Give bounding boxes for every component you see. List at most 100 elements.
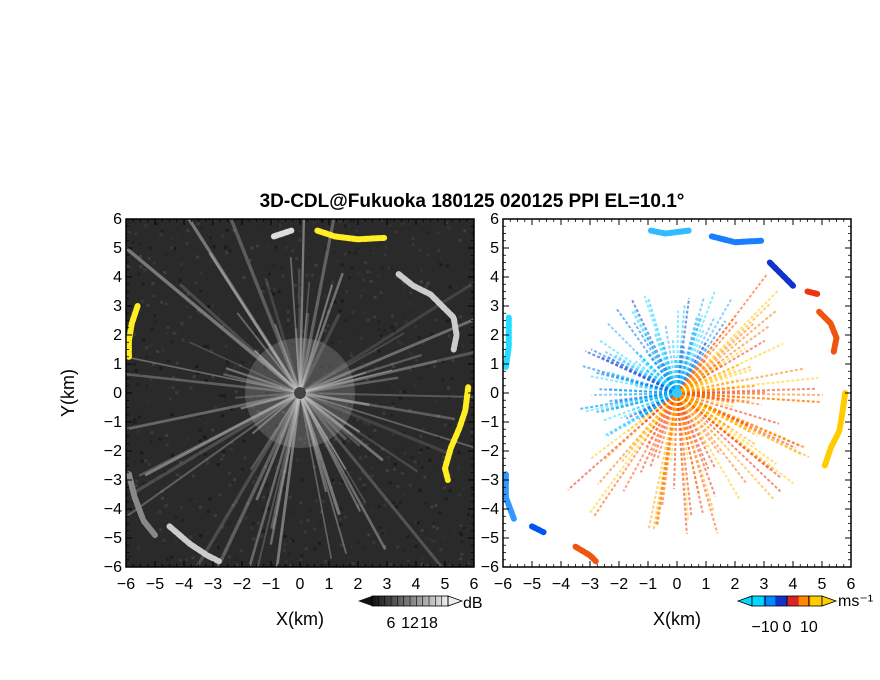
noise-speck (193, 499, 197, 503)
velocity-ray (647, 392, 678, 436)
noise-speck (160, 229, 164, 233)
x-tick-label: −5 (523, 576, 541, 593)
noise-speck (178, 558, 182, 562)
noise-speck (139, 242, 143, 246)
x-tick-label: −6 (117, 576, 135, 593)
noise-speck (349, 394, 353, 398)
y-tick-label: 3 (113, 298, 122, 315)
noise-speck (344, 224, 348, 228)
x-tick-label: 0 (673, 576, 682, 593)
noise-speck (266, 270, 270, 274)
noise-speck (364, 440, 368, 444)
noise-speck (444, 497, 448, 501)
velocity-ray (676, 392, 795, 485)
noise-speck (430, 332, 434, 336)
noise-speck (358, 477, 362, 481)
noise-speck (419, 444, 423, 448)
noise-speck (288, 495, 292, 499)
noise-speck (348, 434, 352, 438)
noise-speck (291, 539, 295, 543)
noise-speck (280, 336, 284, 340)
noise-speck (426, 365, 430, 369)
noise-speck (127, 370, 131, 374)
noise-speck (418, 488, 422, 492)
noise-speck (192, 375, 196, 379)
clutter-ray (126, 372, 301, 395)
noise-speck (143, 385, 147, 389)
noise-speck (309, 409, 313, 413)
noise-speck (223, 397, 227, 401)
noise-speck (312, 380, 316, 384)
velocity-ray (676, 392, 691, 441)
noise-speck (349, 470, 353, 474)
noise-speck (186, 292, 190, 296)
noise-speck (428, 458, 432, 462)
noise-speck (229, 407, 233, 411)
noise-speck (266, 507, 270, 511)
y-tick-label: 5 (113, 240, 122, 257)
noise-speck (212, 219, 216, 223)
velocity-ray (676, 392, 717, 497)
noise-speck (395, 449, 399, 453)
noise-speck (235, 557, 239, 561)
noise-speck (282, 227, 286, 231)
noise-speck (300, 553, 304, 557)
clutter-ray (299, 376, 399, 395)
velocity-ray (676, 342, 784, 394)
clutter-ray (298, 313, 341, 394)
noise-speck (319, 386, 323, 390)
noise-speck (163, 471, 167, 475)
noise-speck (266, 277, 270, 281)
noise-speck (343, 318, 347, 322)
noise-speck (408, 483, 412, 487)
clutter-ray (270, 392, 302, 530)
velocity-ray (676, 365, 752, 394)
noise-speck (361, 362, 365, 366)
noise-speck (265, 282, 269, 286)
noise-speck (228, 545, 232, 549)
noise-speck (143, 286, 147, 290)
noise-speck (195, 465, 199, 469)
noise-speck (239, 363, 243, 367)
noise-speck (196, 371, 200, 375)
noise-speck (381, 335, 385, 339)
noise-speck (175, 331, 179, 335)
noise-speck (282, 548, 286, 552)
clutter-ray (299, 371, 366, 394)
echo-arc (708, 233, 765, 246)
noise-speck (392, 468, 396, 472)
velocity-ray (567, 392, 678, 491)
noise-speck (333, 300, 337, 304)
noise-speck (240, 361, 244, 365)
noise-speck (455, 422, 459, 426)
clutter-ray (299, 391, 370, 407)
velocity-ray (676, 392, 775, 472)
noise-speck (204, 421, 208, 425)
noise-speck (239, 487, 243, 491)
noise-speck (321, 499, 325, 503)
noise-speck (185, 241, 189, 245)
noise-speck (189, 300, 193, 304)
noise-speck (390, 414, 394, 418)
noise-speck (130, 354, 134, 358)
noise-speck (460, 450, 464, 454)
noise-speck (362, 363, 366, 367)
noise-speck (459, 557, 463, 561)
noise-speck (217, 312, 221, 316)
noise-speck (443, 423, 447, 427)
noise-speck (225, 363, 229, 367)
noise-speck (391, 362, 395, 366)
colorbar-segment (763, 596, 776, 606)
noise-speck (314, 499, 318, 503)
clutter-ray (298, 312, 310, 394)
noise-speck (306, 518, 310, 522)
noise-speck (281, 465, 285, 469)
noise-speck (362, 483, 366, 487)
y-tick-label: 2 (113, 327, 122, 344)
y-tick-label: −1 (481, 414, 499, 431)
noise-speck (173, 246, 177, 250)
noise-speck (401, 222, 405, 226)
noise-speck (230, 383, 234, 387)
clutter-ray (274, 323, 301, 394)
velocity-ray (633, 322, 678, 394)
